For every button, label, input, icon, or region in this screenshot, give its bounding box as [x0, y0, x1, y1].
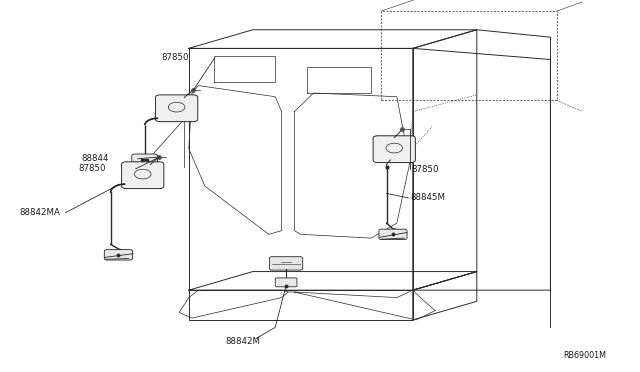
FancyBboxPatch shape [373, 136, 415, 163]
Text: 88842M: 88842M [225, 337, 260, 346]
Text: 88842MA: 88842MA [19, 208, 60, 217]
FancyBboxPatch shape [156, 95, 198, 122]
Text: 88845M: 88845M [410, 193, 445, 202]
Text: 87850: 87850 [78, 164, 106, 173]
FancyBboxPatch shape [379, 229, 407, 240]
FancyBboxPatch shape [122, 162, 164, 189]
FancyBboxPatch shape [104, 250, 132, 260]
FancyBboxPatch shape [275, 278, 297, 287]
Text: 87850: 87850 [412, 165, 439, 174]
Text: 88844: 88844 [81, 154, 109, 163]
Text: RB69001M: RB69001M [563, 351, 606, 360]
FancyBboxPatch shape [132, 154, 157, 165]
Text: 87850: 87850 [161, 53, 189, 62]
FancyBboxPatch shape [269, 257, 303, 270]
